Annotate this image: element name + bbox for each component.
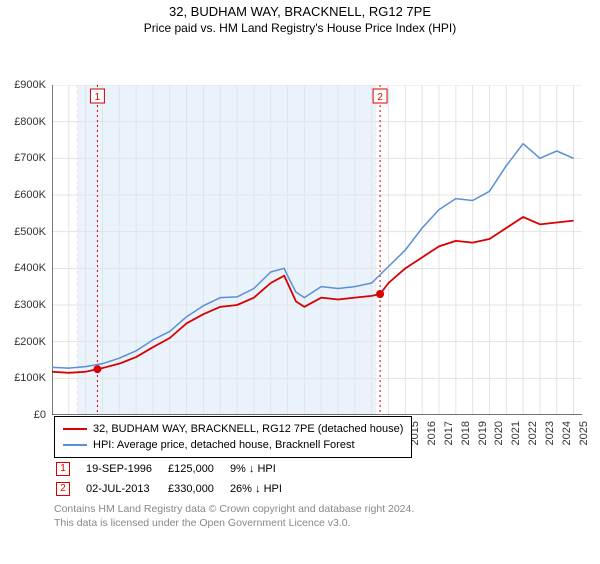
- legend-swatch-hpi: [63, 444, 87, 446]
- footer-line-2: This data is licensed under the Open Gov…: [54, 516, 414, 530]
- transaction-marker: 1: [56, 462, 70, 476]
- y-tick-label: £800K: [14, 116, 46, 128]
- footer: Contains HM Land Registry data © Crown c…: [54, 502, 414, 530]
- transactions-table: 1 19-SEP-1996£125,0009% ↓ HPI 2 02-JUL-2013…: [54, 458, 298, 500]
- chart-plot: 12: [52, 85, 582, 415]
- legend-item-property: 32, BUDHAM WAY, BRACKNELL, RG12 7PE (det…: [63, 421, 403, 437]
- x-tick-label: 2021: [510, 421, 522, 445]
- svg-text:1: 1: [95, 92, 101, 103]
- x-tick-label: 2020: [493, 421, 505, 445]
- x-tick-label: 2025: [578, 421, 590, 445]
- x-tick-label: 2023: [544, 421, 556, 445]
- y-tick-label: £600K: [14, 189, 46, 201]
- transaction-marker: 2: [56, 482, 70, 496]
- transaction-row: 1 19-SEP-1996£125,0009% ↓ HPI: [56, 460, 296, 478]
- y-tick-label: £300K: [14, 299, 46, 311]
- chart-title: 32, BUDHAM WAY, BRACKNELL, RG12 7PE: [0, 4, 600, 19]
- transaction-row: 2 02-JUL-2013£330,00026% ↓ HPI: [56, 480, 296, 498]
- y-tick-label: £0: [34, 409, 46, 421]
- y-tick-label: £100K: [14, 372, 46, 384]
- x-tick-label: 2018: [460, 421, 472, 445]
- footer-line-1: Contains HM Land Registry data © Crown c…: [54, 502, 414, 516]
- chart-subtitle: Price paid vs. HM Land Registry's House …: [0, 21, 600, 35]
- svg-text:2: 2: [377, 92, 383, 103]
- x-tick-label: 2022: [527, 421, 539, 445]
- x-tick-label: 2019: [477, 421, 489, 445]
- x-tick-label: 2016: [426, 421, 438, 445]
- transaction-price: £330,000: [168, 480, 228, 498]
- y-tick-label: £400K: [14, 262, 46, 274]
- x-tick-label: 2017: [443, 421, 455, 445]
- legend: 32, BUDHAM WAY, BRACKNELL, RG12 7PE (det…: [54, 416, 412, 458]
- transaction-delta: 9% ↓ HPI: [230, 460, 296, 478]
- y-tick-label: £200K: [14, 336, 46, 348]
- y-tick-label: £900K: [14, 79, 46, 91]
- transaction-delta: 26% ↓ HPI: [230, 480, 296, 498]
- x-tick-label: 2024: [561, 421, 573, 445]
- legend-item-hpi: HPI: Average price, detached house, Brac…: [63, 437, 403, 453]
- y-tick-label: £500K: [14, 226, 46, 238]
- legend-swatch-property: [63, 428, 87, 430]
- transaction-date: 02-JUL-2013: [86, 480, 166, 498]
- legend-label-hpi: HPI: Average price, detached house, Brac…: [93, 437, 355, 453]
- transaction-price: £125,000: [168, 460, 228, 478]
- y-tick-label: £700K: [14, 152, 46, 164]
- legend-label-property: 32, BUDHAM WAY, BRACKNELL, RG12 7PE (det…: [93, 421, 403, 437]
- y-axis-labels: £0£100K£200K£300K£400K£500K£600K£700K£80…: [0, 85, 46, 415]
- transaction-date: 19-SEP-1996: [86, 460, 166, 478]
